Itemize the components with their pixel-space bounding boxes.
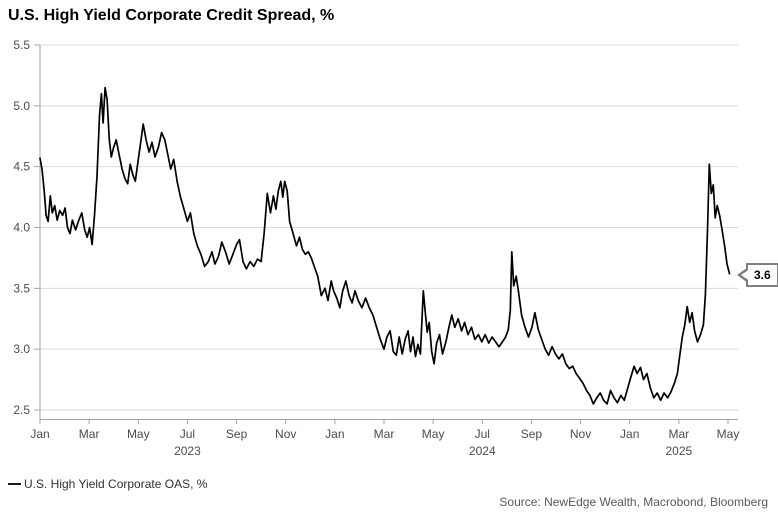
x-year-label: 2024 — [469, 444, 496, 458]
last-value-label: 3.6 — [754, 268, 771, 282]
x-tick-label: Jan — [620, 427, 639, 441]
x-tick-label: Jul — [180, 427, 195, 441]
source-credit: Source: NewEdge Wealth, Macrobond, Bloom… — [499, 495, 768, 509]
y-tick-label: 3.0 — [13, 342, 30, 356]
x-year-label: 2023 — [174, 444, 201, 458]
x-tick-label: Nov — [275, 427, 296, 441]
y-tick-label: 5.5 — [13, 38, 30, 52]
gridlines — [40, 44, 738, 411]
x-tick-label: Jan — [30, 427, 49, 441]
x-tick-label: May — [422, 427, 445, 441]
x-tick-label: Sep — [226, 427, 248, 441]
x-tick-label: Jul — [475, 427, 490, 441]
x-tick-label: May — [127, 427, 150, 441]
oas-line-series — [39, 86, 731, 405]
chart-title: U.S. High Yield Corporate Credit Spread,… — [8, 7, 335, 24]
legend-series-label: U.S. High Yield Corporate OAS, % — [24, 477, 208, 491]
y-tick-label: 4.0 — [13, 221, 30, 235]
legend: U.S. High Yield Corporate OAS, % — [8, 477, 207, 491]
x-year-label: 2025 — [666, 444, 693, 458]
x-tick-label: Nov — [570, 427, 591, 441]
last-value-callout: 3.6 — [746, 263, 778, 287]
y-tick-label: 4.5 — [13, 160, 30, 174]
legend-line-icon — [8, 483, 21, 485]
y-tick-label: 3.5 — [13, 281, 30, 295]
x-tick-label: Mar — [669, 427, 690, 441]
x-tick-label: Mar — [374, 427, 395, 441]
y-tick-label: 5.0 — [13, 99, 30, 113]
x-tick-label: Jan — [325, 427, 344, 441]
x-tick-label: Mar — [79, 427, 100, 441]
x-tick-label: May — [717, 427, 740, 441]
x-tick-label: Sep — [521, 427, 543, 441]
y-tick-label: 2.5 — [13, 403, 30, 417]
